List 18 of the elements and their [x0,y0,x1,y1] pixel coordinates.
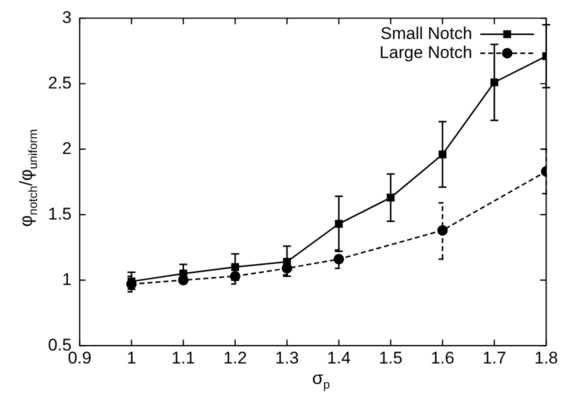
x-tick-label: 1 [126,348,136,368]
x-tick-label: 1.7 [482,348,506,368]
y-tick-label: 3 [62,8,72,27]
y-tick-label: 1.5 [48,204,72,224]
x-tick-label: 1.1 [171,348,196,368]
x-tick-label: 1.2 [223,348,247,368]
y-tick-label: 1 [62,270,72,289]
legend-label: Large Notch [380,42,472,62]
point [334,254,344,264]
y-tick-label: 2.5 [48,73,72,92]
legend-label: Small Notch [380,24,472,43]
x-tick-label: 1.8 [534,348,558,368]
y-tick-label: 2 [62,138,72,158]
x-tick-label: 1.6 [430,348,454,368]
x-tick-label: 1.4 [327,348,351,368]
x-axis-title: σ$_{p}$ [311,368,331,392]
x-tick-label: 1.3 [275,348,299,368]
x-tick-label: 1.5 [378,348,402,368]
